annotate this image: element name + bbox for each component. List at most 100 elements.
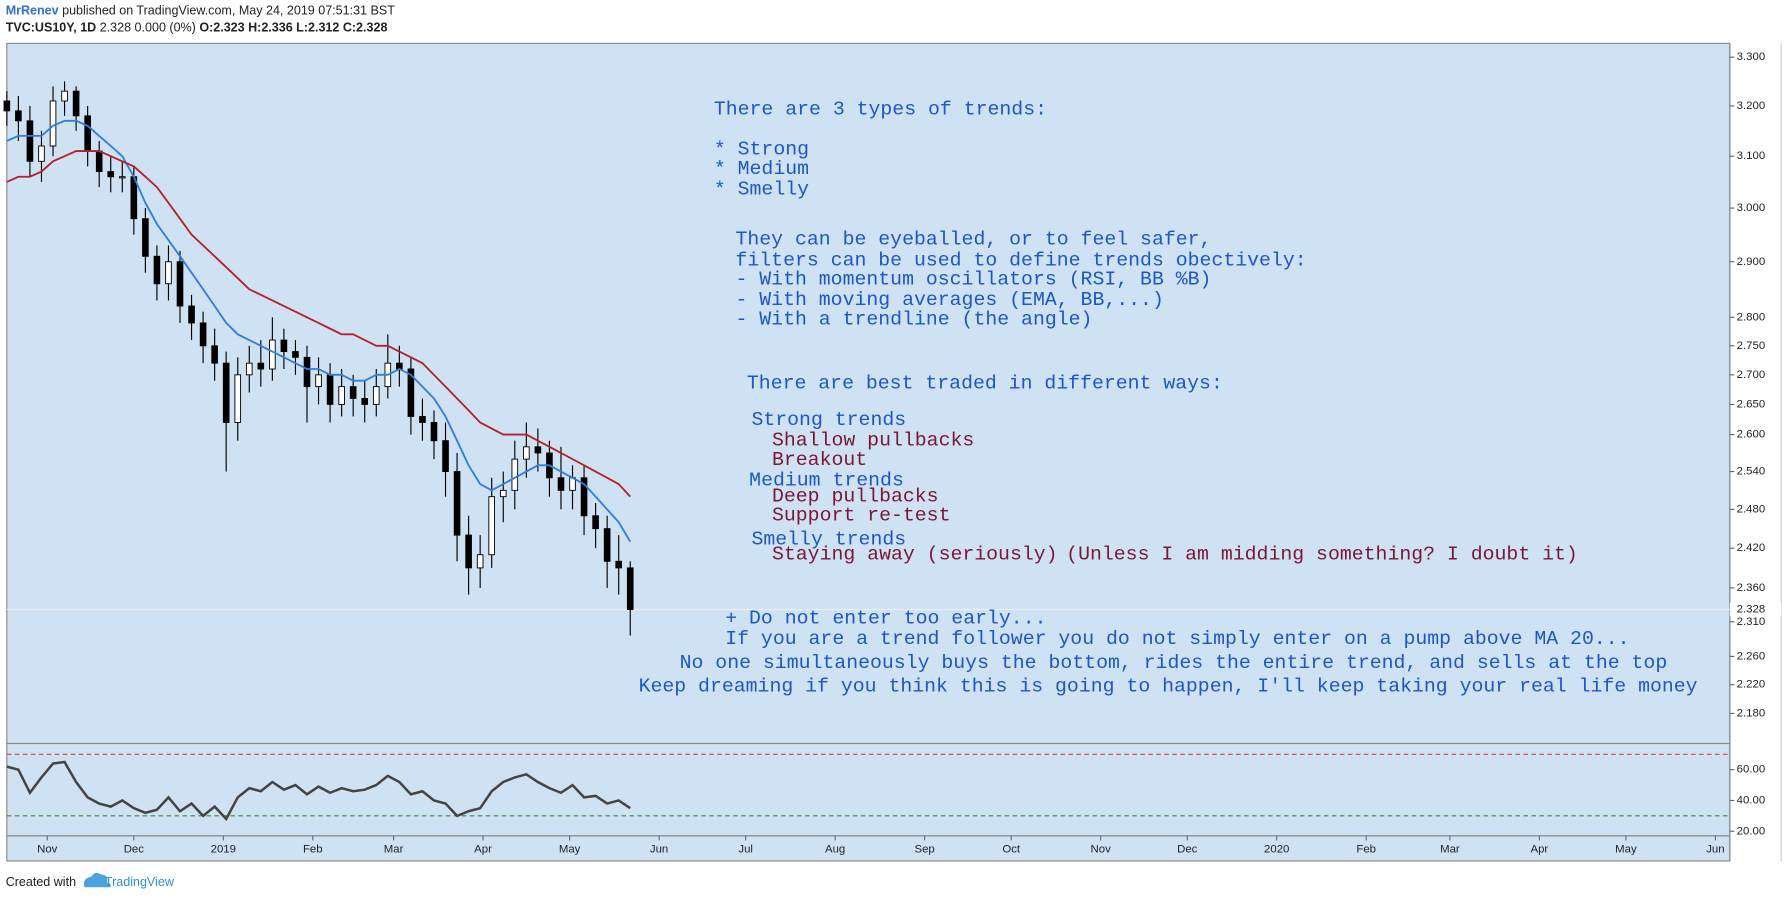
candle-body <box>407 368 415 417</box>
x-tick-label: Nov <box>37 844 58 856</box>
candle-body <box>534 446 542 454</box>
brand-logo <box>83 872 111 888</box>
x-tick-label: Mar <box>1440 844 1460 856</box>
candle-body <box>142 218 149 257</box>
annotation: Strong trends <box>751 408 906 431</box>
candle-body <box>257 362 265 370</box>
y-tick-label: 3.200 <box>1737 100 1766 112</box>
y-tick-label: 2.180 <box>1737 707 1766 719</box>
candle-body <box>442 440 449 472</box>
y-tick-label: 2.220 <box>1737 679 1766 691</box>
last-price-box <box>1729 602 1782 617</box>
candle-body <box>199 322 207 347</box>
candle-body <box>476 554 484 569</box>
rsi-pane <box>6 742 1731 837</box>
annotation: There are best traded in different ways: <box>747 371 1223 394</box>
candle-body <box>557 477 565 491</box>
x-tick-label: Sep <box>914 844 934 856</box>
annotation: - With moving averages (EMA, BB,...) <box>735 288 1163 311</box>
y-tick-label: 2.650 <box>1737 398 1766 410</box>
y-tick-label: 3.100 <box>1737 150 1766 162</box>
candle-body <box>15 110 22 122</box>
candle-body <box>188 305 195 324</box>
candle-body <box>165 261 172 285</box>
x-tick-label: Dec <box>1177 844 1198 856</box>
candle-body <box>211 345 218 364</box>
footer-text: Created with <box>6 875 76 889</box>
annotation: Deep pullbacks <box>772 484 939 507</box>
candle-body <box>523 446 530 460</box>
candle-body <box>626 567 634 610</box>
annotation: + Do not enter too early... <box>725 606 1046 629</box>
y-tick-label: 20.00 <box>1737 825 1766 837</box>
candle-body <box>72 90 80 117</box>
annotation: * Medium <box>714 157 809 180</box>
annotation: There are 3 types of trends: <box>714 98 1047 121</box>
candle-body <box>511 458 519 491</box>
ohlc: O:2.323 H:2.336 L:2.312 C:2.328 <box>199 21 387 35</box>
candle-body <box>176 261 184 307</box>
candle-body <box>592 515 599 530</box>
x-tick-label: 2019 <box>211 844 236 856</box>
publisher[interactable]: MrRenev <box>6 4 59 18</box>
candle-body <box>222 362 230 423</box>
candle-body <box>49 100 57 147</box>
y-tick-label: 2.750 <box>1737 340 1766 352</box>
candle-body <box>292 351 299 358</box>
symbol: TVC:US10Y, 1D <box>6 21 97 35</box>
annotation: Smelly trends <box>751 528 906 551</box>
y-tick-label: 2.800 <box>1737 311 1766 323</box>
moving-average <box>6 119 632 543</box>
x-tick-label: Apr <box>1530 844 1548 856</box>
x-tick-label: Jun <box>1706 844 1724 856</box>
y-tick-label: 2.360 <box>1737 582 1766 594</box>
x-tick-label: Feb <box>1356 844 1376 856</box>
candle-body <box>269 339 276 370</box>
candle-body <box>245 362 253 376</box>
annotation: Keep dreaming if you think this is going… <box>639 675 1698 698</box>
footer-brand[interactable]: TradingView <box>105 875 175 889</box>
x-tick-label: Dec <box>124 844 145 856</box>
published-info: published on TradingView.com, May 24, 20… <box>62 4 395 18</box>
annotation: * Smelly <box>714 178 809 201</box>
annotation: Breakout <box>772 448 867 471</box>
annotation: * Strong <box>714 138 809 161</box>
candle-body <box>153 255 161 285</box>
y-tick-label: 2.260 <box>1737 650 1766 662</box>
annotation: No one simultaneously buys the bottom, r… <box>680 651 1668 674</box>
candle-body <box>349 386 357 399</box>
candle-body <box>3 100 11 112</box>
x-tick-label: May <box>1615 844 1637 856</box>
x-tick-label: May <box>559 844 581 856</box>
candle-body <box>26 120 34 162</box>
candle-body <box>338 386 345 405</box>
annotation: Medium trends <box>749 468 904 491</box>
y-tick-label: 2.310 <box>1737 616 1766 628</box>
annotation: filters can be used to define trends obe… <box>735 248 1306 271</box>
y-tick-label: 2.480 <box>1737 503 1766 515</box>
y-tick-label: 3.000 <box>1737 202 1766 214</box>
annotation: If you are a trend follower you do not s… <box>725 627 1629 650</box>
last-price-label: 2.328 <box>1737 604 1766 616</box>
y-tick-label: 2.900 <box>1737 256 1766 268</box>
candle-body <box>453 471 461 536</box>
rsi-line <box>6 760 631 822</box>
x-tick-label: Feb <box>303 844 323 856</box>
header-line: MrRenev published on TradingView.com, Ma… <box>6 4 396 18</box>
candle-body <box>107 171 115 178</box>
y-tick-label: 2.420 <box>1737 542 1766 554</box>
candle-body <box>61 90 68 102</box>
y-tick-label: 60.00 <box>1737 764 1766 776</box>
candle-body <box>280 339 288 353</box>
x-tick-label: Jul <box>738 844 753 856</box>
candle-body <box>430 421 438 442</box>
candle-body <box>488 496 496 556</box>
candle-body <box>326 374 334 405</box>
x-tick-label: Apr <box>474 844 492 856</box>
change: 2.328 0.000 (0%) <box>100 21 196 35</box>
x-tick-label: Jun <box>650 844 668 856</box>
candle-body <box>234 374 242 423</box>
annotation: Support re-test <box>772 504 950 527</box>
price-pane <box>6 42 1731 745</box>
x-tick-label: Oct <box>1002 844 1021 856</box>
